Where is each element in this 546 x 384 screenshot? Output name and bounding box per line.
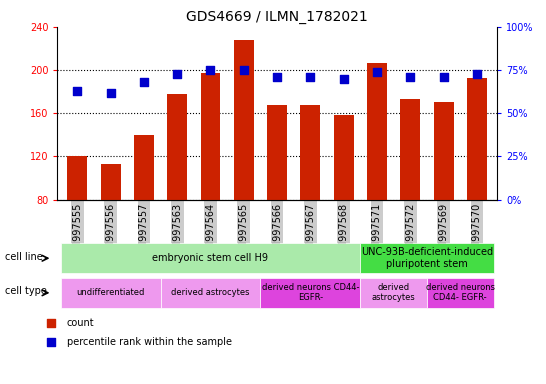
Bar — [400, 99, 420, 286]
Title: GDS4669 / ILMN_1782021: GDS4669 / ILMN_1782021 — [186, 10, 368, 25]
Text: UNC-93B-deficient-induced
pluripotent stem: UNC-93B-deficient-induced pluripotent st… — [361, 247, 493, 269]
Bar — [200, 73, 221, 286]
Text: cell line: cell line — [5, 252, 43, 262]
Bar — [161, 278, 260, 308]
Bar — [434, 103, 454, 286]
Bar — [134, 135, 154, 286]
Text: undifferentiated: undifferentiated — [76, 288, 145, 297]
Bar — [234, 40, 254, 286]
Text: derived
astrocytes: derived astrocytes — [372, 283, 416, 303]
Point — [240, 67, 248, 73]
Point — [140, 79, 149, 85]
Text: derived neurons CD44-
EGFR-: derived neurons CD44- EGFR- — [262, 283, 359, 303]
Point — [439, 74, 448, 80]
Text: percentile rank within the sample: percentile rank within the sample — [67, 337, 232, 347]
Text: derived neurons
CD44- EGFR-: derived neurons CD44- EGFR- — [426, 283, 495, 303]
Bar — [334, 116, 354, 286]
Bar — [167, 94, 187, 286]
Bar — [367, 63, 387, 286]
Point — [73, 88, 82, 94]
Point — [372, 69, 381, 75]
Point — [47, 339, 56, 345]
Point — [339, 76, 348, 82]
Text: derived astrocytes: derived astrocytes — [171, 288, 250, 297]
Bar — [267, 104, 287, 286]
Bar — [260, 278, 360, 308]
Point — [206, 67, 215, 73]
Point — [406, 74, 414, 80]
Text: count: count — [67, 318, 94, 328]
Point — [173, 71, 182, 77]
Bar — [61, 243, 360, 273]
Bar — [427, 278, 494, 308]
Point — [472, 71, 481, 77]
Point — [273, 74, 282, 80]
Point — [306, 74, 314, 80]
Bar — [67, 157, 87, 286]
Point — [47, 319, 56, 326]
Point — [106, 89, 115, 96]
Text: cell type: cell type — [5, 286, 48, 296]
Bar — [100, 164, 121, 286]
Bar — [360, 278, 427, 308]
Bar — [467, 78, 487, 286]
Bar — [61, 278, 161, 308]
Bar — [360, 243, 494, 273]
Bar — [300, 104, 321, 286]
Text: embryonic stem cell H9: embryonic stem cell H9 — [152, 253, 269, 263]
